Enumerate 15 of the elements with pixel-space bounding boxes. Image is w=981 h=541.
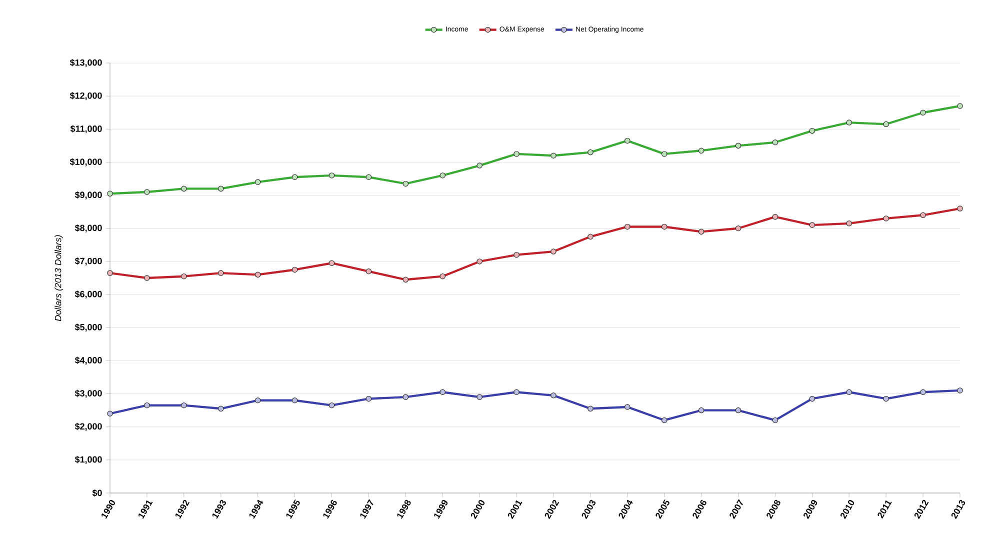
y-tick-label: $0 (92, 489, 102, 497)
y-tick-label: $8,000 (74, 224, 102, 232)
y-tick-label: $13,000 (70, 58, 102, 68)
y-tick-label: $9,000 (74, 191, 102, 200)
y-tick-label: $11,000 (70, 125, 102, 134)
y-tick-label: $1,000 (74, 456, 102, 464)
y-tick-label: $3,000 (74, 390, 102, 398)
y-tick-label: $4,000 (74, 356, 102, 365)
y-tick-label: $5,000 (74, 324, 102, 332)
y-tick-label: $6,000 (74, 290, 102, 299)
y-tick-label: $12,000 (70, 92, 102, 100)
y-axis-title: Dollars (2013 Dollars) (54, 235, 63, 322)
y-tick-label: $2,000 (74, 422, 102, 431)
y-tick-label: $7,000 (74, 257, 102, 266)
y-tick-label: $10,000 (70, 158, 102, 166)
